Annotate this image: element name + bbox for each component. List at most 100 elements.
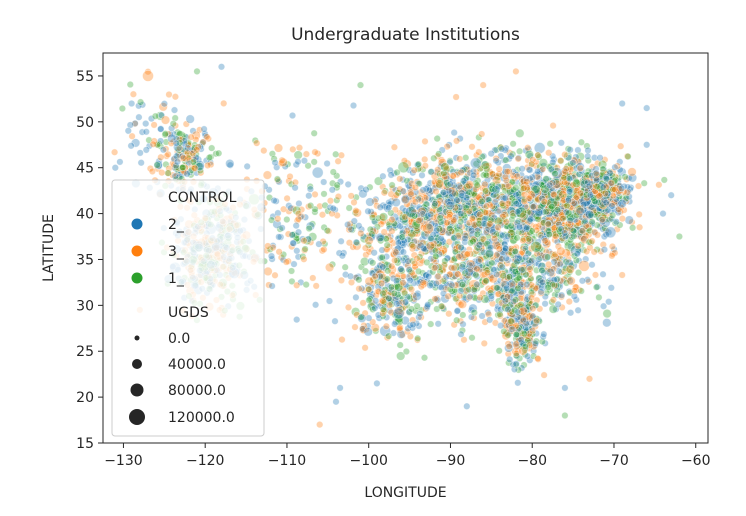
data-point [305,224,313,233]
data-point [357,229,365,237]
data-point [208,144,216,152]
data-point [275,248,283,256]
data-point [191,164,199,172]
data-point [608,202,616,210]
x-tick-label: −80 [517,453,547,469]
data-point [393,168,401,176]
data-point [463,250,471,258]
data-point [225,159,235,169]
data-point [310,158,318,166]
data-point [436,214,444,222]
data-point [481,180,489,189]
data-point [541,237,549,245]
data-point [561,384,569,392]
data-point [333,181,341,189]
data-point [618,99,626,108]
data-point [515,128,525,138]
data-point [396,341,404,349]
data-point [385,204,393,212]
data-point [466,292,474,301]
data-point [473,230,482,238]
data-point [184,144,192,152]
data-point [660,176,668,184]
data-point [444,292,452,300]
legend-size-title: UGDS [168,305,209,321]
data-point [570,286,579,295]
data-point [365,296,373,304]
data-point [544,220,552,228]
data-point [470,308,478,317]
data-point [215,149,223,157]
legend-marker-2 [131,218,143,230]
data-point [541,300,549,308]
data-point [302,281,310,289]
data-point [624,152,632,161]
data-point [183,170,191,178]
data-point [608,211,617,219]
data-point [275,233,283,241]
data-point [169,120,177,128]
data-point [323,159,331,168]
data-point [411,198,420,206]
data-point [338,336,346,344]
data-point [217,63,226,71]
data-point [148,167,156,175]
data-point [588,261,596,269]
y-tick-label: 25 [76,344,94,360]
data-point [173,158,181,166]
data-point [450,264,458,272]
data-point [490,235,499,243]
data-point [151,112,159,120]
data-point [588,218,596,226]
y-tick-label: 30 [76,298,94,314]
data-point [423,258,431,267]
data-point [361,244,370,252]
data-point [128,99,136,108]
data-point [570,232,578,240]
data-point [379,172,387,180]
data-point [185,114,195,124]
data-point [294,158,302,166]
data-point [288,231,296,239]
data-point [586,244,594,252]
data-point [450,234,458,242]
data-point [431,200,439,208]
data-point [634,182,643,190]
data-point [455,253,463,261]
data-point [268,282,276,290]
data-point [540,198,548,206]
data-point [525,166,533,174]
data-point [505,182,513,190]
data-point [545,181,554,189]
data-point [446,224,454,233]
data-point [643,141,651,149]
data-point [352,238,360,246]
data-point [294,228,303,236]
data-point [553,238,562,246]
data-point [378,212,389,222]
data-point [566,160,575,168]
x-tick-label: −130 [104,453,142,469]
data-point [453,307,461,315]
legend-size-marker-80000 [130,383,144,397]
data-point [523,280,531,289]
data-point [402,347,411,356]
data-point [462,154,470,162]
data-point [278,157,288,167]
data-point [581,217,589,225]
data-point [316,421,324,429]
data-point [546,140,554,148]
legend-hue-title: CONTROL [168,190,237,206]
data-point [334,157,342,165]
data-point [526,265,534,273]
data-point [376,203,384,211]
data-point [675,232,684,241]
data-point [283,215,291,224]
data-point [529,305,537,313]
data-point [570,199,579,208]
data-point [445,201,455,211]
data-point [344,180,352,188]
data-point [398,233,406,241]
data-point [158,169,166,177]
data-point [341,263,349,271]
